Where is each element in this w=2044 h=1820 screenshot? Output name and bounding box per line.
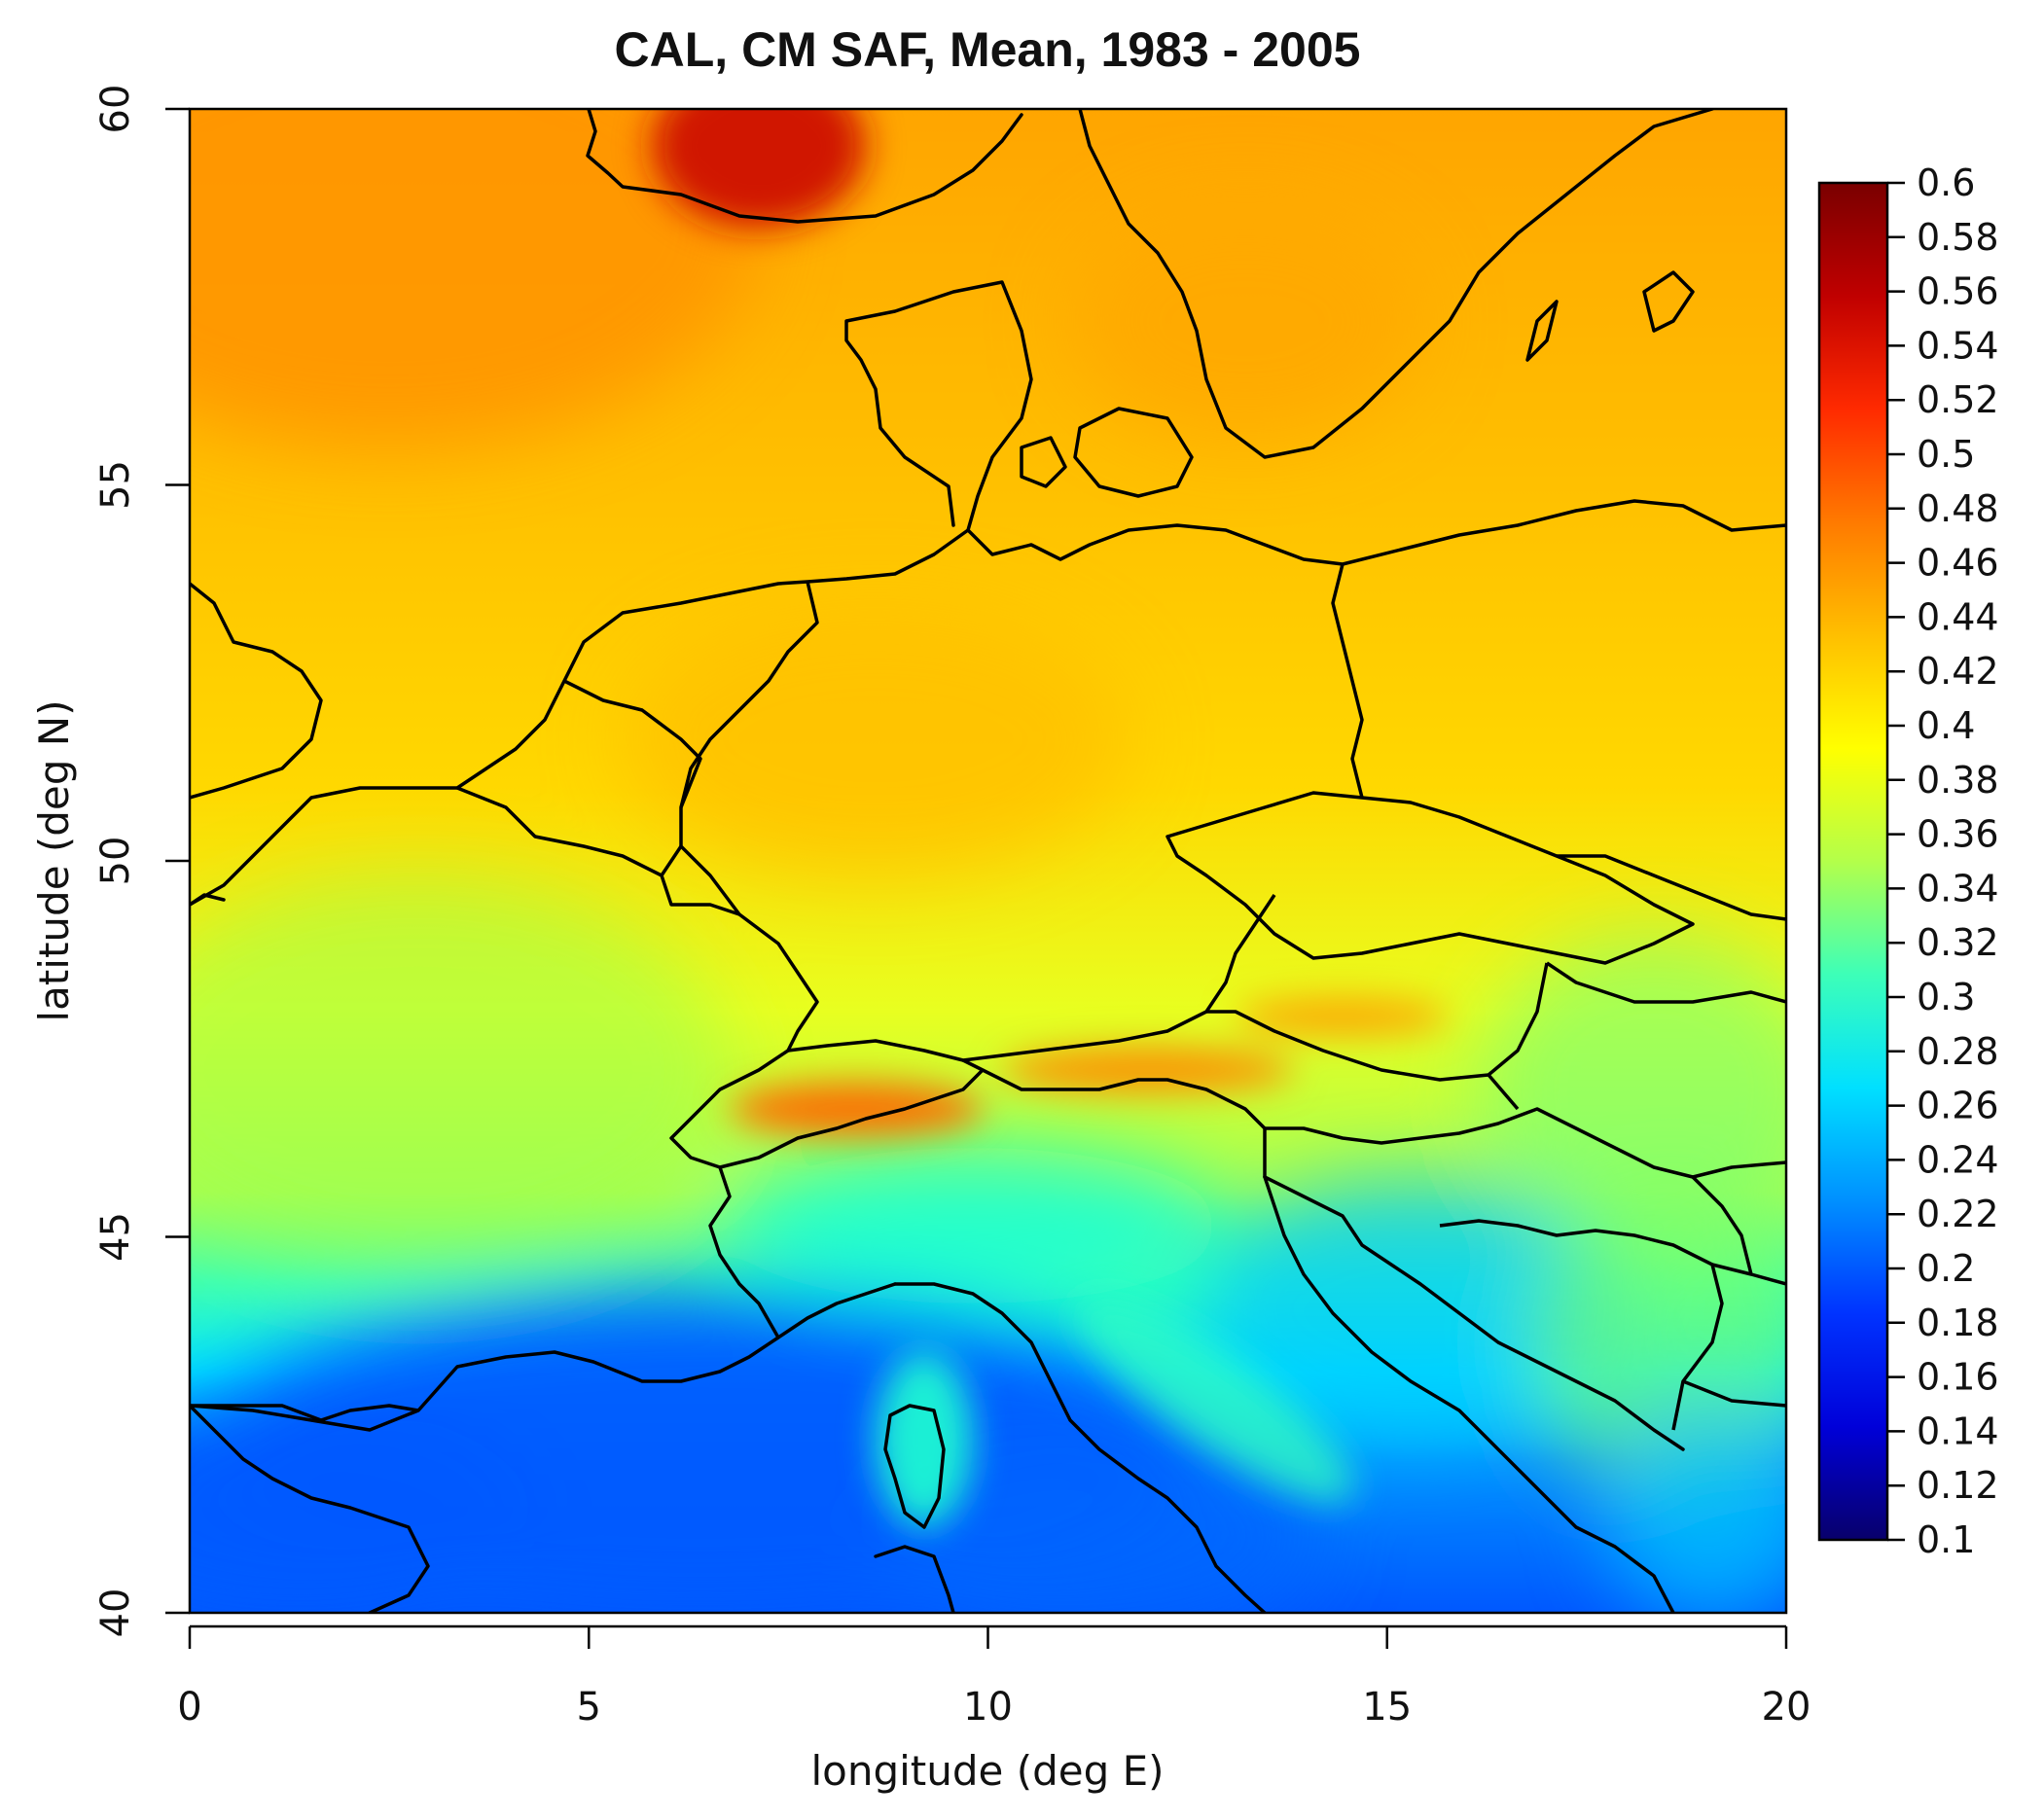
coastlines bbox=[190, 109, 1786, 1613]
colorbar-tick-label: 0.16 bbox=[1917, 1356, 1999, 1399]
border-switzerland bbox=[669, 1049, 985, 1169]
border-germany-west bbox=[679, 581, 819, 1052]
chart-title: CAL, CM SAF, Mean, 1983 - 2005 bbox=[615, 22, 1361, 77]
french-med-coast bbox=[190, 1282, 897, 1432]
x-tick-label: 15 bbox=[1362, 1685, 1412, 1730]
border-hungary bbox=[1487, 961, 1786, 1111]
border-pyrenees bbox=[190, 1404, 419, 1422]
border-slovenia-croatia bbox=[1265, 1107, 1786, 1179]
border-balkans bbox=[1682, 1175, 1786, 1408]
colorbar-tick-label: 0.58 bbox=[1917, 216, 1999, 259]
hungary-green bbox=[1479, 934, 1786, 1245]
border-austria bbox=[1206, 962, 1549, 1082]
x-axis: 0 5 10 15 20 bbox=[177, 1624, 1811, 1730]
colorbar-tick-label: 0.5 bbox=[1917, 433, 1975, 476]
colorbar-ticks: 0.1 0.12 0.14 0.16 0.18 0.2 0.22 0.24 0.26 0.28 0.… bbox=[1887, 161, 1999, 1561]
x-tick-label: 0 bbox=[177, 1685, 201, 1730]
colorbar-tick-label: 0.22 bbox=[1917, 1193, 1999, 1235]
y-axis: 40 45 50 55 60 bbox=[93, 85, 190, 1638]
y-axis-label: latitude (deg N) bbox=[30, 699, 78, 1021]
alps-ridge-east bbox=[1002, 1047, 1294, 1093]
border-poland-south bbox=[1557, 854, 1786, 921]
colorbar-tick-label: 0.3 bbox=[1917, 976, 1975, 1018]
adriatic-cyan bbox=[1197, 1177, 1625, 1449]
albedo-field bbox=[190, 109, 1786, 1613]
apennine bbox=[1078, 1299, 1354, 1503]
southeast-cyan bbox=[1605, 1410, 1786, 1613]
spain-coast bbox=[190, 1404, 430, 1613]
x-tick-label: 10 bbox=[963, 1685, 1013, 1730]
border-czech bbox=[1165, 791, 1695, 965]
sweden-coast bbox=[1078, 109, 1714, 459]
croatia-coast bbox=[1263, 1175, 1685, 1451]
colorbar-tick-label: 0.2 bbox=[1917, 1247, 1975, 1290]
colorbar-tick-label: 0.54 bbox=[1917, 324, 1999, 367]
border-netherlands-belgium bbox=[563, 679, 702, 808]
sweden-highland bbox=[1070, 204, 1420, 438]
border-benelux bbox=[456, 786, 740, 916]
colorbar-tick-label: 0.42 bbox=[1917, 650, 1999, 693]
colorbar-tick-label: 0.24 bbox=[1917, 1138, 1999, 1181]
y-tick-label: 45 bbox=[93, 1212, 138, 1262]
orange-northwest bbox=[190, 109, 759, 447]
border-germany-east bbox=[1331, 563, 1364, 799]
colorbar-tick-label: 0.52 bbox=[1917, 378, 1999, 421]
po-valley bbox=[720, 1148, 1226, 1303]
y-tick-label: 55 bbox=[93, 460, 138, 510]
england-coast bbox=[190, 582, 323, 800]
italy-west-coast bbox=[893, 1282, 1267, 1613]
colorbar-tick-label: 0.56 bbox=[1917, 270, 1999, 313]
sardinia-coast bbox=[874, 1545, 955, 1613]
x-tick-label: 20 bbox=[1762, 1685, 1811, 1730]
colorbar-tick-label: 0.26 bbox=[1917, 1085, 1999, 1127]
colorbar-tick-label: 0.4 bbox=[1917, 704, 1975, 747]
colorbar-tick-label: 0.12 bbox=[1917, 1464, 1999, 1507]
north-sea-coast bbox=[190, 528, 970, 907]
colorbar-tick-label: 0.14 bbox=[1917, 1410, 1999, 1452]
x-tick-label: 5 bbox=[577, 1685, 601, 1730]
colorbar-gradient bbox=[1817, 181, 1889, 1542]
colorbar-tick-label: 0.18 bbox=[1917, 1302, 1999, 1344]
x-axis-label: longitude (deg E) bbox=[810, 1747, 1164, 1795]
corsica-cyan bbox=[876, 1352, 973, 1527]
austria-band bbox=[1236, 997, 1450, 1036]
italy-east-coast bbox=[1263, 1175, 1675, 1613]
tyrrhenian bbox=[876, 1430, 1323, 1613]
denmark-coast bbox=[844, 280, 1033, 532]
funen-coast bbox=[1020, 436, 1067, 488]
colorbar-tick-label: 0.48 bbox=[1917, 487, 1999, 530]
corsica-coast bbox=[883, 1404, 946, 1529]
oland-coast bbox=[1525, 300, 1559, 362]
colorbar-tick-label: 0.28 bbox=[1917, 1030, 1999, 1073]
france-green bbox=[190, 875, 730, 1265]
norway-maximum bbox=[652, 109, 866, 229]
colorbar-tick-label: 0.34 bbox=[1917, 867, 1999, 910]
colorbar-tick-label: 0.44 bbox=[1917, 595, 1999, 638]
baltic-coast bbox=[966, 499, 1786, 566]
colorbar-tick-label: 0.36 bbox=[1917, 813, 1999, 856]
y-tick-label: 40 bbox=[93, 1588, 138, 1638]
colorbar-tick-label: 0.1 bbox=[1917, 1518, 1975, 1561]
country-borders bbox=[190, 563, 1786, 1431]
border-france-italy bbox=[708, 1166, 780, 1338]
y-tick-label: 50 bbox=[93, 837, 138, 886]
central-germany bbox=[623, 603, 1129, 875]
norway-coast bbox=[586, 109, 1023, 224]
colorbar-tick-label: 0.6 bbox=[1917, 161, 1975, 204]
gotland-coast bbox=[1642, 270, 1695, 333]
colorbar: 0.1 0.12 0.14 0.16 0.18 0.2 0.22 0.24 0.26 0.28 0.… bbox=[1817, 161, 1999, 1561]
colorbar-tick-label: 0.38 bbox=[1917, 759, 1999, 802]
zealand-coast bbox=[1073, 407, 1194, 498]
border-italy-north bbox=[982, 1068, 1267, 1177]
border-croatia-bosnia bbox=[1439, 1219, 1724, 1431]
colorbar-tick-label: 0.46 bbox=[1917, 542, 1999, 585]
colorbar-tick-label: 0.32 bbox=[1917, 921, 1999, 964]
gulf-lion bbox=[190, 1401, 535, 1613]
alps-ridge-west bbox=[730, 1082, 983, 1136]
border-germany-south bbox=[787, 894, 1276, 1062]
y-tick-label: 60 bbox=[93, 85, 138, 134]
normandy-coast bbox=[190, 893, 226, 907]
